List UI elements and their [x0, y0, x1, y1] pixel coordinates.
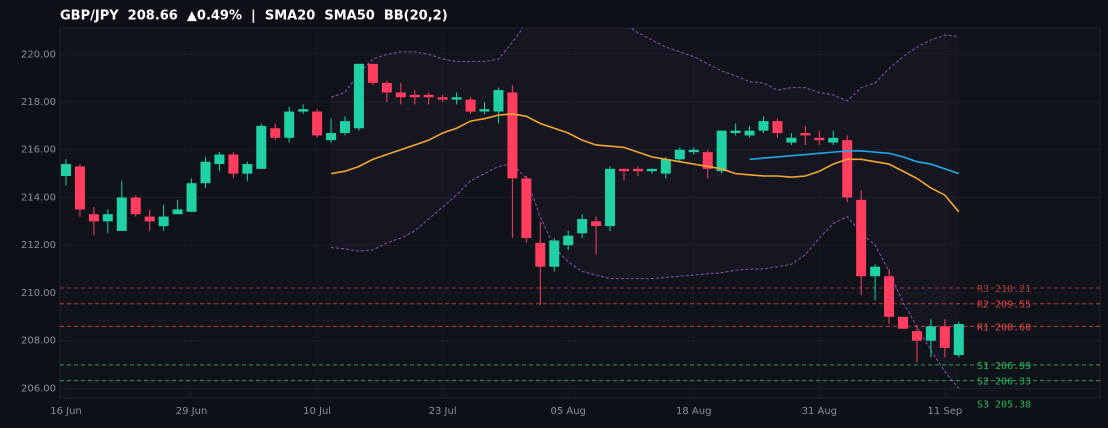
candle-body [88, 214, 99, 222]
level-label: R2 209.55 [977, 300, 1031, 311]
candle-body [242, 164, 253, 174]
level-label: S2 206.33 [977, 377, 1031, 388]
candle-body [800, 133, 811, 136]
candle-body [144, 216, 155, 222]
candle-body [898, 316, 908, 329]
y-tick-label: 208.00 [21, 336, 56, 347]
plot-layer [60, 28, 1100, 398]
y-tick-label: 212.00 [21, 240, 56, 251]
x-tick-label: 31 Aug [802, 406, 837, 417]
candle-body [716, 130, 727, 172]
candle-body [172, 209, 183, 215]
candle-body [758, 121, 769, 131]
candle-body [270, 128, 281, 138]
y-tick-label: 220.00 [21, 49, 56, 60]
candle-body [367, 63, 378, 83]
x-tick-label: 05 Aug [550, 406, 585, 417]
candle-body [256, 125, 267, 169]
candle-body [102, 214, 113, 222]
candle-body [507, 92, 518, 179]
candle-body [74, 166, 85, 210]
candle-body [828, 137, 839, 143]
candle-body [744, 130, 755, 136]
candle-body [619, 168, 629, 172]
x-tick-label: 11 Sep [927, 406, 962, 417]
moving-average [330, 113, 960, 213]
candle-body [939, 326, 950, 348]
candle-body [646, 168, 657, 172]
candle-body [214, 154, 225, 165]
candle-body [702, 152, 713, 169]
candle-body [591, 221, 602, 227]
y-tick-label: 206.00 [21, 383, 56, 394]
candle-body [228, 154, 239, 174]
y-tick-label: 210.00 [21, 288, 56, 299]
candle-body [284, 111, 295, 138]
candle-body [870, 266, 881, 277]
candle-body [409, 94, 420, 98]
candle-body [730, 130, 741, 134]
candle-body [772, 121, 783, 134]
x-tick-label: 16 Jun [50, 406, 82, 417]
candle-body [423, 94, 434, 98]
candle-body [298, 109, 309, 112]
candle-body [312, 111, 323, 136]
candle-body [521, 178, 532, 239]
candle-body [632, 168, 643, 172]
bollinger-upper [330, 28, 959, 102]
candle-body [605, 168, 616, 227]
candle-body [437, 97, 448, 100]
candle-body [688, 149, 699, 153]
candle-body [395, 92, 406, 98]
moving-average [749, 150, 960, 175]
candle-body [353, 63, 364, 129]
candle-body [953, 324, 964, 356]
x-tick-label: 10 Jul [303, 406, 331, 417]
level-label: S3 205.38 [977, 399, 1031, 410]
candle-body [814, 137, 825, 141]
candle-body [493, 90, 504, 112]
candle-body [842, 140, 853, 198]
candle-body [563, 235, 574, 246]
candle-body [856, 199, 867, 277]
x-tick-label: 29 Jun [176, 406, 208, 417]
candle-body [884, 276, 895, 317]
chart-title: GBP/JPY 208.66 ▲0.49% | SMA20 SMA50 BB(2… [60, 9, 448, 24]
candle-body [786, 137, 797, 143]
candle-body [200, 161, 211, 184]
candle-body [925, 326, 936, 341]
bollinger-lower [331, 163, 960, 389]
candle-body [340, 121, 350, 134]
level-label: S1 206.99 [977, 361, 1031, 372]
y-tick-label: 218.00 [21, 97, 56, 108]
candle-body [911, 331, 922, 341]
candle-body [577, 218, 588, 234]
candle-body [186, 183, 197, 212]
level-label: R1 208.60 [977, 322, 1031, 333]
candle-body [381, 82, 392, 93]
x-tick-label: 18 Aug [676, 406, 711, 417]
y-tick-label: 214.00 [21, 192, 56, 203]
level-label: R3 210.21 [977, 284, 1031, 295]
candle-body [549, 240, 560, 267]
candle-body [465, 99, 476, 112]
y-tick-label: 216.00 [21, 145, 56, 156]
candle-body [130, 197, 141, 215]
candle-body [326, 133, 337, 141]
candle-body [674, 149, 685, 160]
candle-body [61, 164, 71, 176]
candle-body [116, 197, 127, 231]
x-tick-label: 23 Jul [429, 406, 457, 417]
candle-body [451, 97, 462, 100]
candle-body [158, 216, 169, 227]
candle-body [535, 242, 546, 267]
candle-body [660, 159, 671, 174]
candle-body [479, 109, 490, 112]
